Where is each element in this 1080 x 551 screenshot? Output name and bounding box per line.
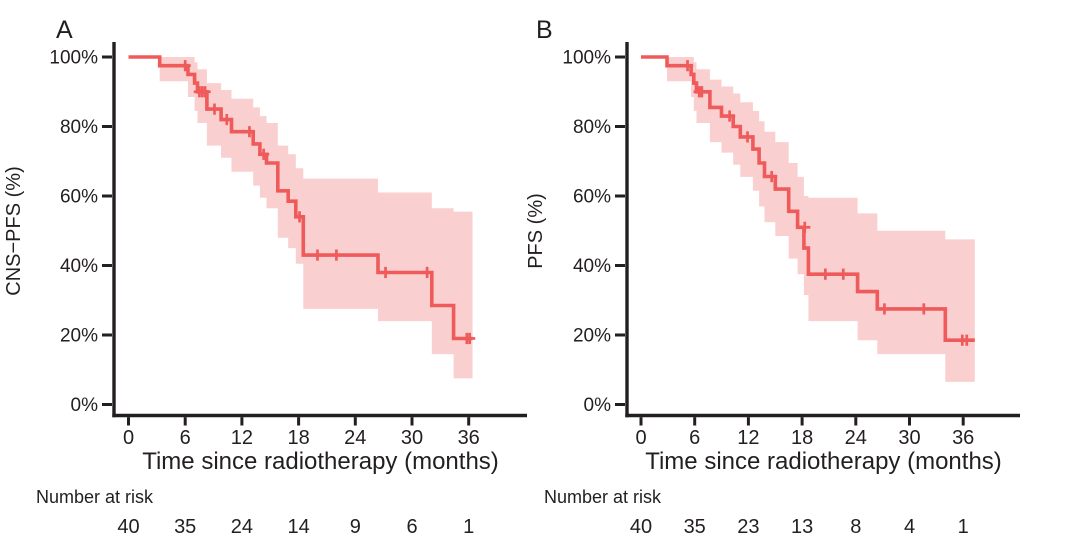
y-tick-label: 20%	[573, 326, 611, 347]
x-tick-label: 6	[180, 427, 191, 449]
y-tick-label: 60%	[573, 187, 611, 208]
risk-count: 1	[958, 516, 969, 538]
risk-count: 35	[684, 516, 706, 538]
x-tick-label: 0	[123, 427, 134, 449]
x-axis-title: Time since radiotherapy (months)	[645, 448, 1002, 475]
risk-count: 35	[174, 516, 196, 538]
risk-count: 13	[791, 516, 813, 538]
risk-count: 14	[287, 516, 309, 538]
panel-letter: B	[536, 16, 553, 44]
y-tick-label: 80%	[573, 117, 611, 138]
y-axis-title: CNS−PFS (%)	[3, 166, 25, 295]
y-tick-label: 100%	[562, 48, 611, 69]
risk-count: 9	[350, 516, 361, 538]
x-tick-label: 6	[689, 427, 700, 449]
risk-table-label: Number at risk	[36, 487, 154, 507]
survival-curve-panel-B	[641, 55, 975, 342]
x-tick-label: 36	[458, 427, 480, 449]
survival-curve-panel-A	[128, 55, 473, 341]
y-tick-label: 0%	[584, 395, 612, 416]
x-tick-label: 36	[952, 427, 974, 449]
x-tick-label: 30	[401, 427, 423, 449]
risk-count: 23	[737, 516, 759, 538]
risk-count: 24	[231, 516, 253, 538]
risk-count: 40	[630, 516, 652, 538]
x-tick-label: 12	[737, 427, 759, 449]
y-axis-title: PFS (%)	[525, 193, 547, 269]
y-tick-label: 20%	[60, 326, 98, 347]
x-tick-label: 18	[791, 427, 813, 449]
y-tick-label: 40%	[573, 256, 611, 277]
x-tick-label: 30	[898, 427, 920, 449]
risk-count: 40	[117, 516, 139, 538]
confidence-band-panel-B	[641, 57, 975, 382]
x-tick-label: 24	[344, 427, 366, 449]
x-tick-label: 24	[845, 427, 867, 449]
risk-count: 8	[850, 516, 861, 538]
y-tick-label: 60%	[60, 187, 98, 208]
risk-table-label: Number at risk	[544, 487, 662, 507]
panel-letter: A	[56, 16, 73, 44]
x-axis-title: Time since radiotherapy (months)	[142, 448, 499, 475]
x-tick-label: 0	[635, 427, 646, 449]
risk-count: 4	[904, 516, 915, 538]
y-tick-label: 0%	[71, 395, 99, 416]
y-tick-label: 80%	[60, 117, 98, 138]
risk-count: 6	[406, 516, 417, 538]
y-tick-label: 40%	[60, 256, 98, 277]
x-tick-label: 12	[231, 427, 253, 449]
x-tick-label: 18	[287, 427, 309, 449]
risk-count: 1	[463, 516, 474, 538]
y-tick-label: 100%	[49, 48, 98, 69]
